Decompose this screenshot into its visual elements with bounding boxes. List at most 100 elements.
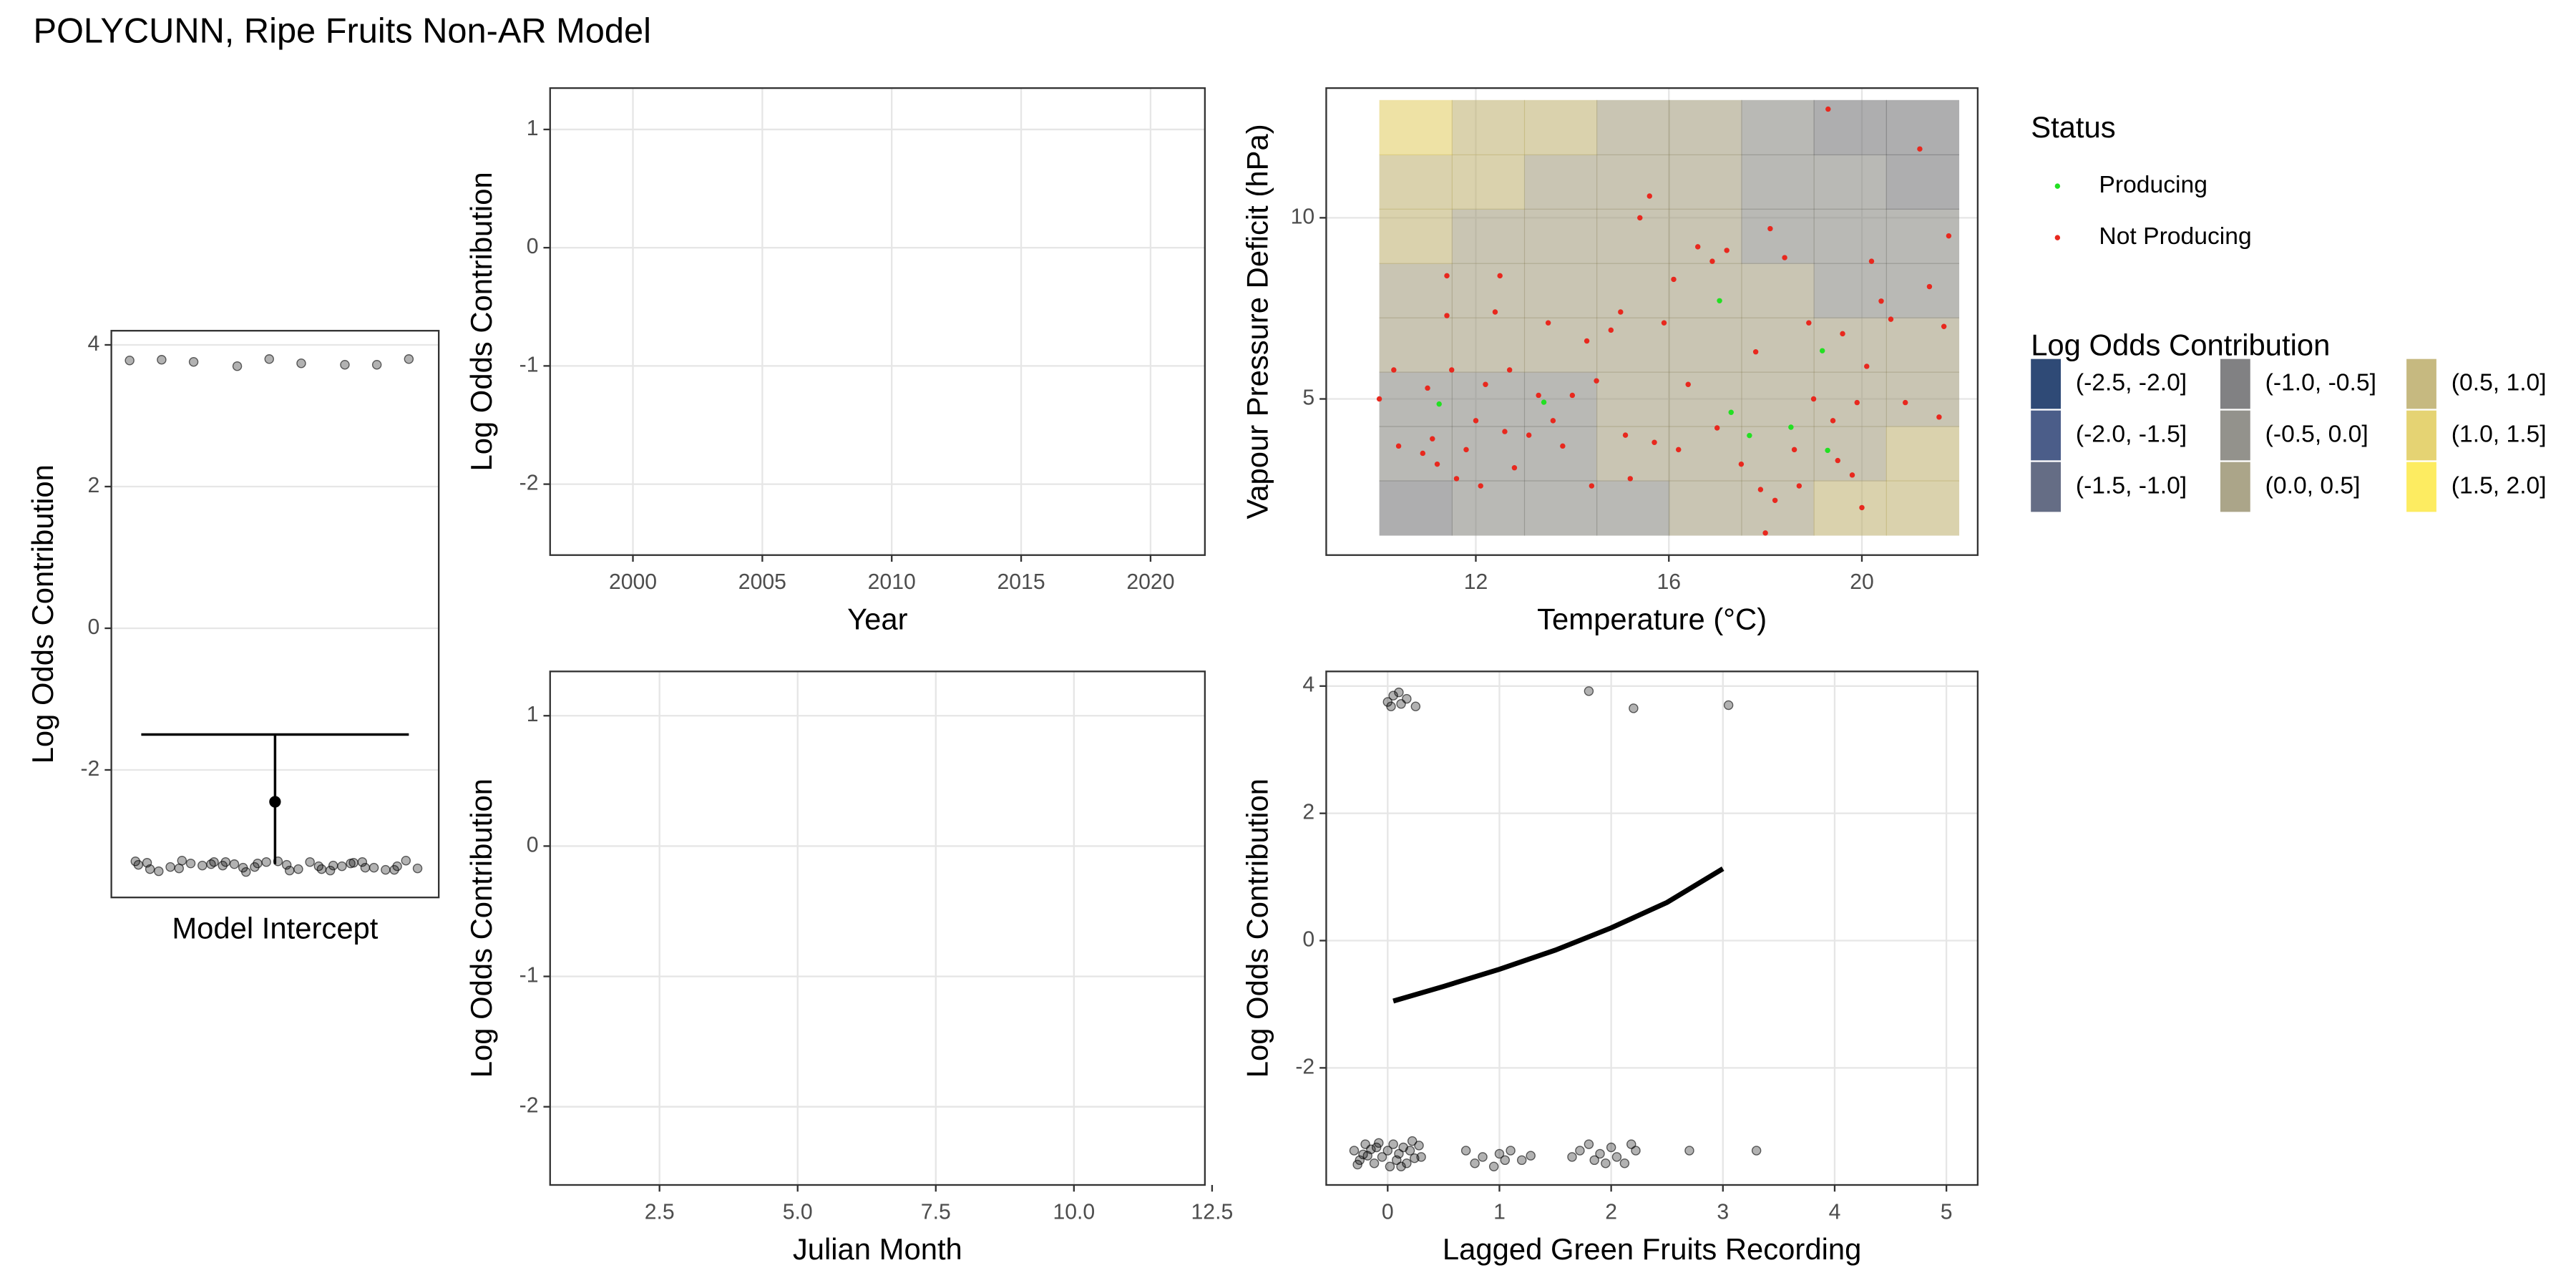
contour-cell	[1523, 371, 1598, 427]
plot-area	[1376, 99, 1960, 536]
x-axis-title: Lagged Green Fruits Recording	[1443, 1232, 1861, 1266]
point	[1488, 1161, 1499, 1171]
point	[1629, 703, 1639, 713]
contour-cell	[1451, 317, 1526, 373]
point	[1723, 700, 1734, 711]
contour-cell	[1596, 99, 1670, 155]
contour-cell	[1596, 208, 1670, 264]
legend-swatch	[2031, 410, 2061, 461]
contour-cell	[1885, 480, 1960, 536]
x-axis-title: Temperature (°C)	[1537, 602, 1767, 636]
contour-cell	[1523, 99, 1598, 155]
point	[1622, 432, 1629, 438]
contour-cell	[1379, 426, 1453, 482]
point	[1806, 320, 1812, 326]
contour-cell	[1741, 426, 1815, 482]
legend-title: Log Odds Contribution	[2031, 328, 2330, 361]
y-tick-label: 1	[527, 117, 539, 140]
contour-cell	[1379, 154, 1453, 210]
contour-cell	[1451, 154, 1526, 210]
y-axis-title: Log Odds Contribution	[464, 172, 498, 471]
point	[1595, 1148, 1605, 1159]
point	[1714, 425, 1720, 431]
x-tick-label: 2015	[997, 570, 1045, 594]
x-axis-title: Julian Month	[793, 1232, 962, 1266]
contour-cell	[1813, 263, 1887, 318]
legend-swatch	[2406, 410, 2436, 461]
point	[1494, 1148, 1505, 1159]
point	[1560, 443, 1566, 449]
point	[389, 864, 399, 875]
point	[1936, 414, 1942, 420]
legend-label: (0.5, 1.0]	[2451, 369, 2547, 396]
point	[188, 357, 199, 367]
point	[229, 859, 240, 869]
point	[381, 864, 391, 875]
point	[1825, 106, 1831, 112]
legend-label: Not Producing	[2099, 223, 2251, 250]
point	[1685, 381, 1691, 387]
point	[1434, 461, 1440, 467]
point	[1430, 436, 1435, 441]
point	[1752, 348, 1759, 355]
contour-cell	[1379, 317, 1453, 373]
x-tick-label: 2	[1605, 1200, 1617, 1224]
legend-label: (-2.5, -2.0]	[2076, 369, 2187, 396]
point	[1402, 693, 1412, 704]
y-tick-label: 10	[1291, 205, 1315, 228]
point	[1358, 1149, 1368, 1160]
point	[1646, 193, 1652, 199]
contour-cell	[1379, 208, 1453, 264]
point	[1460, 1146, 1471, 1156]
point	[281, 859, 292, 870]
contour-cell	[1669, 371, 1742, 427]
contour-cell	[1741, 317, 1815, 373]
contour-cell	[1523, 480, 1598, 536]
point	[1788, 424, 1794, 430]
point	[1606, 1142, 1616, 1153]
point	[1414, 1141, 1424, 1151]
point	[197, 860, 208, 871]
contour-cell	[1451, 263, 1526, 318]
point	[1355, 1155, 1365, 1166]
point	[142, 857, 152, 868]
point	[157, 355, 167, 365]
x-tick-label: 12	[1464, 570, 1488, 594]
point	[340, 359, 350, 370]
x-tick-label: 5.0	[783, 1200, 813, 1224]
contour-cell	[1596, 480, 1670, 536]
panel-background	[550, 671, 1205, 1185]
contour-cell	[1669, 154, 1742, 210]
point	[1608, 327, 1614, 333]
y-axis-title: Log Odds Contribution	[1241, 779, 1274, 1078]
point	[1567, 1152, 1577, 1162]
point	[337, 861, 347, 872]
point	[1374, 1138, 1384, 1148]
point	[1584, 1139, 1594, 1149]
point	[1676, 447, 1682, 453]
legend-swatch	[2406, 462, 2436, 512]
y-axis-title: Log Odds Contribution	[26, 464, 59, 763]
point	[1724, 248, 1729, 253]
panel-border	[1325, 87, 1979, 556]
point	[1782, 255, 1787, 260]
point	[1917, 146, 1923, 152]
point	[1661, 320, 1667, 326]
x-tick-label: 2005	[738, 570, 786, 594]
point	[371, 359, 382, 370]
contour-cell	[1813, 154, 1887, 210]
point	[1878, 298, 1884, 304]
point	[1453, 476, 1460, 482]
point	[1410, 701, 1421, 711]
point	[238, 862, 248, 873]
contour-cell	[1813, 426, 1887, 482]
point	[206, 859, 216, 869]
contour-cell	[1596, 317, 1670, 373]
point	[1569, 392, 1576, 399]
point	[346, 858, 356, 869]
point	[325, 865, 336, 876]
contour-cell	[1451, 208, 1526, 264]
point	[1902, 399, 1908, 406]
point	[1376, 396, 1382, 402]
